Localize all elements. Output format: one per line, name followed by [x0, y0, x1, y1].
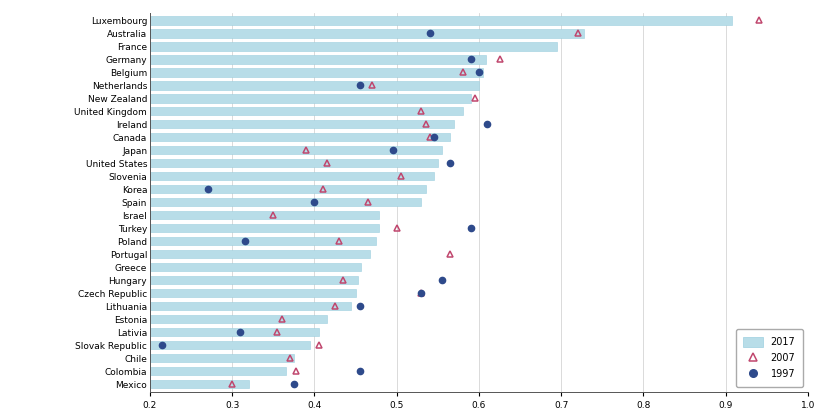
Bar: [150, 328, 318, 337]
Bar: [150, 198, 421, 206]
Bar: [150, 380, 248, 388]
Bar: [150, 107, 462, 116]
Bar: [150, 159, 438, 168]
Bar: [150, 224, 379, 232]
Bar: [150, 94, 471, 103]
Bar: [150, 276, 358, 284]
Bar: [150, 68, 483, 76]
Bar: [150, 367, 286, 375]
Bar: [150, 55, 486, 63]
Bar: [150, 146, 442, 154]
Bar: [150, 172, 434, 181]
Bar: [150, 133, 450, 141]
Bar: [150, 250, 371, 259]
Bar: [150, 120, 454, 128]
Bar: [150, 81, 479, 90]
Bar: [150, 302, 352, 310]
Bar: [150, 237, 377, 246]
Bar: [150, 289, 356, 297]
Bar: [150, 29, 584, 38]
Bar: [150, 185, 426, 193]
Legend: 2017, 2007, 1997: 2017, 2007, 1997: [736, 329, 803, 387]
Bar: [150, 42, 557, 50]
Bar: [150, 315, 327, 324]
Bar: [150, 16, 732, 25]
Bar: [150, 211, 379, 219]
Bar: [150, 263, 362, 271]
Bar: [150, 341, 311, 349]
Bar: [150, 354, 294, 362]
